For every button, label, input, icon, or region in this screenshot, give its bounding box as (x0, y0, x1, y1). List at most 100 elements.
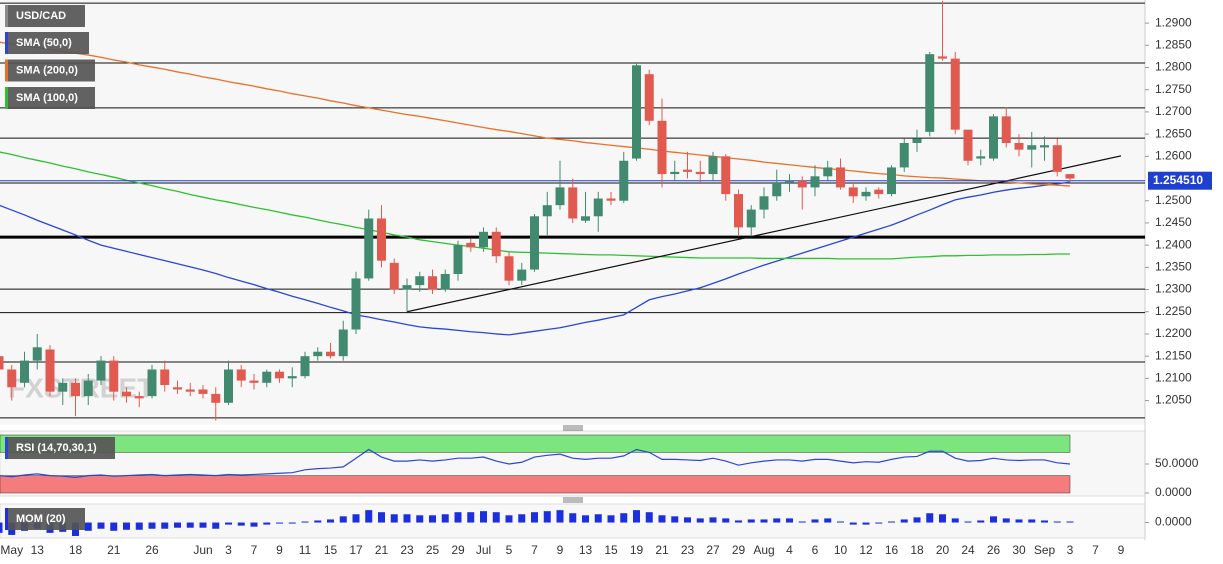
legend-box (5, 87, 95, 109)
mom-bar (1041, 520, 1048, 523)
mom-bar (582, 515, 589, 523)
candle-body (109, 360, 119, 392)
candle-body (772, 182, 782, 197)
candle-body (160, 369, 170, 386)
trendline (406, 155, 1122, 313)
mom-bar (939, 514, 946, 523)
candle-body (326, 351, 335, 357)
mom-bar (186, 522, 194, 528)
candle-body (683, 169, 692, 172)
mom-bar (429, 515, 436, 523)
mom-bar (1015, 519, 1023, 523)
x-tick-label: Aug (753, 543, 774, 557)
candle-body (338, 329, 348, 357)
legend-label: RSI (14,70,30,1) (16, 442, 97, 454)
candle-body (1001, 116, 1011, 143)
mom-bar (339, 516, 347, 523)
candle-body (0, 356, 4, 370)
mom-bar (1002, 518, 1010, 523)
mom-bar (365, 510, 373, 523)
mom-bar (786, 518, 793, 523)
y-tick-label: 1.2400 (1155, 237, 1192, 251)
mom-bar (684, 517, 691, 523)
mom-bar (900, 519, 908, 523)
candle-body (377, 218, 386, 261)
candle-body (466, 242, 476, 248)
x-tick-label: Jul (476, 543, 491, 557)
mom-bar (990, 516, 997, 523)
candle-body (708, 156, 718, 175)
x-tick-label: 29 (451, 543, 465, 557)
mom-bar (862, 522, 870, 525)
x-tick-label: 23 (400, 543, 414, 557)
mom-bar (569, 513, 577, 523)
candle-body (989, 116, 998, 159)
candle-body (759, 196, 769, 210)
candle-body (1065, 174, 1075, 179)
mom-bar (964, 521, 972, 523)
mom-bar (492, 512, 500, 523)
candle-body (746, 209, 756, 228)
x-tick-label: 7 (251, 543, 258, 557)
mom-bar (237, 522, 245, 526)
candle-body (530, 216, 539, 270)
x-tick-label: 3 (1067, 543, 1074, 557)
mom-bar (250, 522, 258, 527)
candle-body (887, 167, 896, 195)
candle-body (364, 218, 374, 279)
mom-bar (709, 517, 717, 523)
x-tick-label: 9 (557, 543, 564, 557)
candle-body (249, 380, 259, 383)
x-tick-label: 7 (1092, 543, 1099, 557)
x-tick-label: 27 (706, 543, 720, 557)
y-tick-label: 0.0000 (1155, 485, 1192, 499)
candle-body (542, 205, 552, 217)
x-tick-label: 23 (681, 543, 695, 557)
candle-body (950, 58, 960, 130)
mom-bar (543, 511, 551, 523)
x-tick-label: 17 (349, 543, 363, 557)
y-tick-label: 1.2900 (1155, 15, 1192, 29)
mom-bar (556, 510, 564, 523)
legend-swatch (5, 59, 8, 82)
mom-bar (658, 515, 666, 523)
candle-body (1040, 145, 1049, 148)
candle-body (1027, 145, 1037, 150)
mom-bar (1053, 521, 1061, 523)
legend-box (5, 5, 85, 27)
mom-bar (135, 522, 143, 530)
mom-bar (288, 522, 296, 524)
y-tick-label: 1.2700 (1155, 104, 1192, 118)
mom-bar (645, 512, 653, 523)
mom-bar (110, 522, 118, 531)
candle-body (134, 396, 144, 399)
candle-body (491, 231, 501, 257)
candle-body (568, 187, 578, 219)
y-tick-label: 1.2600 (1155, 148, 1192, 162)
candle-body (912, 138, 922, 143)
candle-body (147, 369, 157, 397)
mom-bar (594, 514, 602, 523)
mom-bar (849, 522, 857, 525)
legend-swatch (5, 508, 8, 530)
candle-body (593, 198, 603, 217)
y-tick-label: 1.2800 (1155, 60, 1192, 74)
candle-body (45, 349, 55, 392)
legend-swatch (5, 5, 8, 27)
x-tick-label: 25 (426, 543, 440, 557)
candle-body (836, 167, 845, 188)
candle-body (300, 356, 310, 377)
mom-bar (378, 512, 385, 523)
y-tick-label: 1.2200 (1155, 326, 1192, 340)
y-tick-label: 1.2150 (1155, 348, 1192, 362)
legend-swatch (5, 87, 8, 109)
x-tick-label: 6 (812, 543, 819, 557)
x-tick-label: 29 (732, 543, 746, 557)
legend-swatch (5, 32, 8, 54)
y-tick-label: 1.2750 (1155, 82, 1192, 96)
mom-bar (811, 519, 819, 523)
sma-line (0, 181, 1071, 336)
x-tick-label: 18 (910, 543, 924, 557)
candle-body (581, 216, 590, 221)
watermark: FXSTREET (8, 372, 154, 403)
